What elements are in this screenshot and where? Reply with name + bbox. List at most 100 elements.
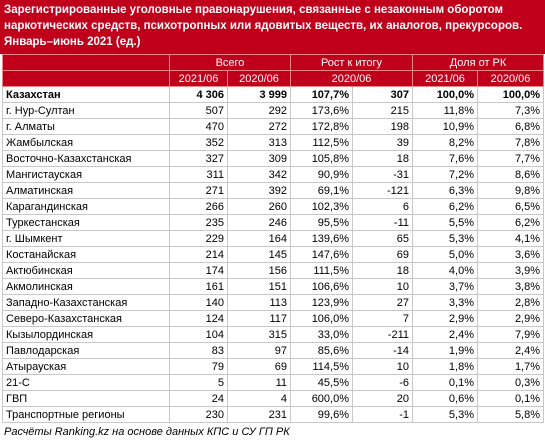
table-row: Жамбылская 352 313 112,5% 39 8,2% 7,8% — [2, 134, 545, 151]
table-body: Казахстан 4 306 3 999 107,7% 307 100,0% 100,0%… — [2, 86, 545, 423]
value-cell: 7,3% — [476, 102, 545, 119]
region-cell: Транспортные регионы — [2, 406, 170, 423]
value-cell: 1,9% — [412, 342, 478, 359]
value-cell: 327 — [169, 150, 228, 167]
value-cell: 69 — [352, 246, 413, 263]
region-cell: Западно-Казахстанская — [2, 294, 170, 311]
value-cell: 45,5% — [290, 374, 353, 391]
corner-cell — [2, 54, 170, 71]
value-cell: 3,8% — [476, 278, 545, 295]
value-cell: 105,8% — [290, 150, 353, 167]
value-cell: 124 — [169, 310, 228, 327]
value-cell: 392 — [227, 182, 291, 199]
value-cell: 69 — [227, 358, 291, 375]
header-row: 2021/06 2020/06 2020/06 2021/06 2020/06 — [2, 70, 545, 87]
value-cell: 0,1% — [412, 374, 478, 391]
value-cell: 600,0% — [290, 390, 353, 407]
value-cell: 11,8% — [412, 102, 478, 119]
value-cell: 65 — [352, 230, 413, 247]
value-cell: 112,5% — [290, 134, 353, 151]
value-cell: 117 — [227, 310, 291, 327]
value-cell: -1 — [352, 406, 413, 423]
region-cell: Туркестанская — [2, 214, 170, 231]
value-cell: 99,6% — [290, 406, 353, 423]
value-cell: 69,1% — [290, 182, 353, 199]
value-cell: 5,0% — [412, 246, 478, 263]
value-cell: 5,3% — [412, 406, 478, 423]
value-cell: 123,9% — [290, 294, 353, 311]
value-cell: 9,8% — [476, 182, 545, 199]
table-row: Акмолинская 161 151 106,6% 10 3,7% 3,8% — [2, 278, 545, 295]
value-cell: 307 — [352, 86, 413, 103]
corner-cell — [2, 70, 170, 87]
region-cell: Мангистауская — [2, 166, 170, 183]
value-cell: 7,7% — [476, 150, 545, 167]
region-cell: Жамбылская — [2, 134, 170, 151]
value-cell: 198 — [352, 118, 413, 135]
value-cell: 342 — [227, 166, 291, 183]
value-cell: 315 — [227, 326, 291, 343]
table-row: г. Алматы 470 272 172,8% 198 10,9% 6,8% — [2, 118, 545, 135]
value-cell: -6 — [352, 374, 413, 391]
table-row: Алматинская 271 392 69,1% -121 6,3% 9,8% — [2, 182, 545, 199]
table-row: Транспортные регионы 230 231 99,6% -1 5,3% 5,8… — [2, 406, 545, 423]
value-cell: 90,9% — [290, 166, 353, 183]
value-cell: 352 — [169, 134, 228, 151]
table-row: Актюбинская 174 156 111,5% 18 4,0% 3,9% — [2, 262, 545, 279]
value-cell: -31 — [352, 166, 413, 183]
value-cell: 470 — [169, 118, 228, 135]
value-cell: 0,6% — [412, 390, 478, 407]
sub-header: 2020/06 — [290, 70, 413, 87]
region-cell: Карагандинская — [2, 198, 170, 215]
value-cell: 3 999 — [227, 86, 291, 103]
region-cell: Костанайская — [2, 246, 170, 263]
value-cell: 2,8% — [476, 294, 545, 311]
value-cell: 140 — [169, 294, 228, 311]
table-row: Мангистауская 311 342 90,9% -31 7,2% 8,6% — [2, 166, 545, 183]
value-cell: 1,8% — [412, 358, 478, 375]
sub-header: 2020/06 — [476, 70, 545, 87]
value-cell: 4,1% — [476, 230, 545, 247]
sub-header: 2020/06 — [227, 70, 291, 87]
value-cell: 113 — [227, 294, 291, 311]
value-cell: 106,6% — [290, 278, 353, 295]
value-cell: 147,6% — [290, 246, 353, 263]
value-cell: 3,9% — [476, 262, 545, 279]
table-row: Атырауская 79 69 114,5% 10 1,8% 1,7% — [2, 358, 545, 375]
region-cell: ГВП — [2, 390, 170, 407]
value-cell: 6,8% — [476, 118, 545, 135]
value-cell: 24 — [169, 390, 228, 407]
region-cell: Кызылординская — [2, 326, 170, 343]
value-cell: 7,9% — [476, 326, 545, 343]
group-header: Всего — [169, 54, 291, 71]
value-cell: 6 — [352, 198, 413, 215]
value-cell: 5,5% — [412, 214, 478, 231]
value-cell: 6,5% — [476, 198, 545, 215]
value-cell: 95,5% — [290, 214, 353, 231]
value-cell: 3,6% — [476, 246, 545, 263]
value-cell: 2,9% — [476, 310, 545, 327]
value-cell: 292 — [227, 102, 291, 119]
value-cell: 7,8% — [476, 134, 545, 151]
value-cell: -211 — [352, 326, 413, 343]
value-cell: -11 — [352, 214, 413, 231]
value-cell: 111,5% — [290, 262, 353, 279]
value-cell: 4 306 — [169, 86, 228, 103]
table-row: г. Нур-Султан 507 292 173,6% 215 11,8% 7,3% — [2, 102, 545, 119]
value-cell: 164 — [227, 230, 291, 247]
value-cell: 85,6% — [290, 342, 353, 359]
value-cell: 229 — [169, 230, 228, 247]
value-cell: 107,7% — [290, 86, 353, 103]
value-cell: 6,2% — [476, 214, 545, 231]
table-row: Казахстан 4 306 3 999 107,7% 307 100,0% 100,0% — [2, 86, 545, 103]
value-cell: 83 — [169, 342, 228, 359]
table-row: 21-С 5 11 45,5% -6 0,1% 0,3% — [2, 374, 545, 391]
value-cell: 18 — [352, 150, 413, 167]
value-cell: 235 — [169, 214, 228, 231]
region-cell: Алматинская — [2, 182, 170, 199]
data-table: Всего Рост к итогу Доля от РК 2021/06 20… — [2, 54, 545, 423]
value-cell: 20 — [352, 390, 413, 407]
table-head: Всего Рост к итогу Доля от РК 2021/06 20… — [2, 54, 545, 87]
value-cell: 311 — [169, 166, 228, 183]
